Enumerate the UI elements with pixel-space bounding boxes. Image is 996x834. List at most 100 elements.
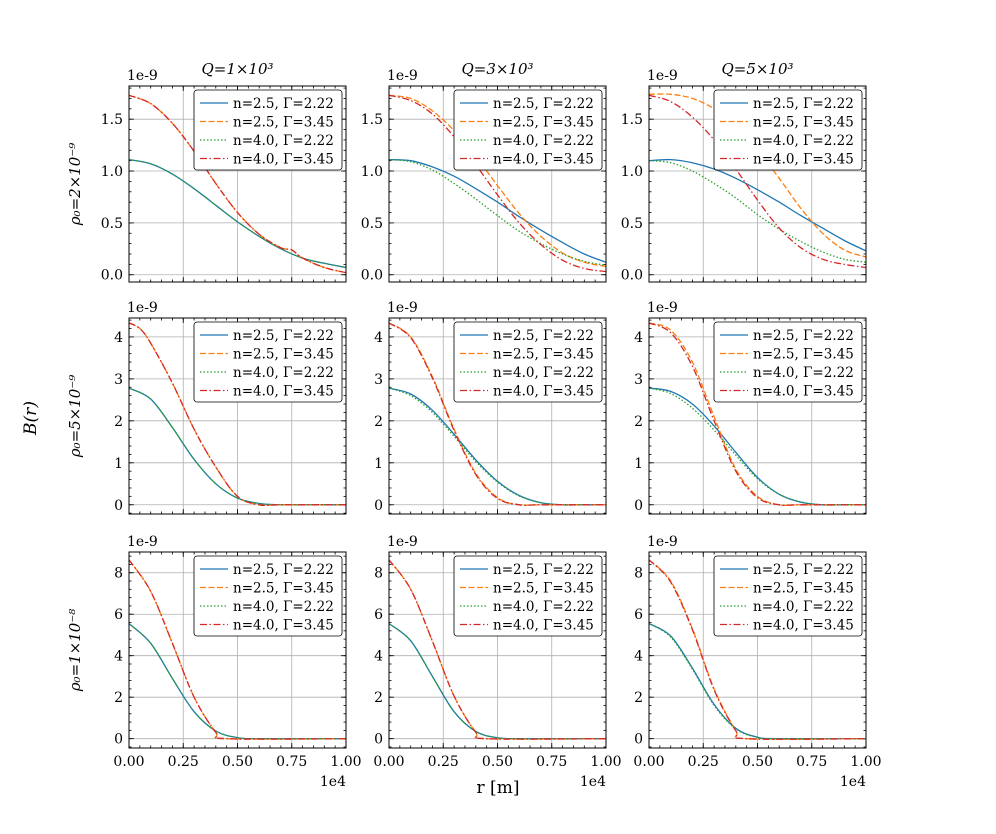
y-tick-label: 1: [374, 456, 383, 472]
panel: 0 1 2 3 41e-9 n=2.5, Γ=2.22 n=2.5, Γ=3.45 n=4.0…: [374, 300, 607, 515]
row-label: ρ₀=5×10⁻⁹: [66, 375, 84, 459]
y-tick-label: 0.0: [621, 268, 643, 284]
legend-label: n=2.5, Γ=2.22: [493, 562, 594, 578]
legend-label: n=4.0, Γ=3.45: [753, 618, 854, 634]
series-line: [389, 94, 606, 273]
legend: n=2.5, Γ=2.22 n=2.5, Γ=3.45 n=4.0, Γ=2.22 n…: [453, 321, 603, 403]
series-line: [129, 94, 346, 274]
y-tick-label: 2: [634, 414, 643, 430]
panel: 0.0 0.5 1.0 1.5 1e-9 n=2.5, Γ=2.22 n=2.5, Γ=3.…: [621, 68, 867, 284]
figure-ylabel: B(r): [21, 401, 41, 436]
legend: n=2.5, Γ=2.22 n=2.5, Γ=3.45 n=4.0, Γ=2.22 n…: [453, 555, 603, 637]
y-tick-label: 1.5: [101, 112, 123, 128]
legend-box: [193, 555, 343, 637]
y-tick-label: 6: [634, 607, 643, 623]
axes-frame: [388, 317, 607, 515]
column-title: Q=3×10³: [461, 60, 533, 78]
legend: n=2.5, Γ=2.22 n=2.5, Γ=3.45 n=4.0, Γ=2.22 n…: [193, 89, 343, 171]
legend-label: n=4.0, Γ=3.45: [753, 152, 854, 168]
y-tick-label: 0.5: [101, 216, 123, 232]
x-tick-label: 0.25: [168, 754, 199, 770]
axes-frame: [648, 317, 867, 515]
y-tick-label: 1.0: [361, 164, 383, 180]
y-offset-label: 1e-9: [387, 534, 418, 550]
series-line: [389, 158, 606, 267]
legend-label: n=4.0, Γ=2.22: [233, 599, 334, 615]
series-line: [649, 94, 866, 269]
y-tick-label: 4: [634, 649, 643, 665]
y-offset-label: 1e-9: [387, 68, 418, 84]
y-tick-label: 8: [634, 566, 643, 582]
panel: 0.00 0.25 0.50 0.75 1.00 1e4 0 2 4 6 81e-9 n=2.5, Γ…: [373, 534, 621, 790]
legend-label: n=2.5, Γ=2.22: [753, 96, 854, 112]
y-offset-label: 1e-9: [647, 300, 678, 316]
curves-group: [129, 94, 346, 274]
legend-label: n=2.5, Γ=3.45: [753, 581, 854, 597]
legend-label: n=4.0, Γ=2.22: [233, 133, 334, 149]
series-line: [129, 387, 346, 506]
axes-frame: [648, 551, 867, 749]
legend-label: n=4.0, Γ=3.45: [233, 384, 334, 400]
y-tick-label: 0: [374, 498, 383, 514]
x-tick-label: 0.00: [633, 754, 664, 770]
legend-label: n=2.5, Γ=3.45: [493, 581, 594, 597]
y-tick-label: 1.5: [621, 112, 643, 128]
y-tick-label: 6: [114, 607, 123, 623]
x-tick-label: 1.00: [590, 754, 621, 770]
panel: 0.00 0.25 0.50 0.75 1.00 1e4 0 2 4 6 81e-9 n=2.5, Γ…: [633, 534, 881, 790]
legend-label: n=4.0, Γ=3.45: [233, 152, 334, 168]
y-tick-label: 4: [114, 330, 123, 346]
curves-group: [389, 94, 606, 273]
x-tick-label: 0.75: [276, 754, 307, 770]
axes-frame: [128, 551, 347, 749]
legend-label: n=2.5, Γ=3.45: [233, 347, 334, 363]
legend-label: n=4.0, Γ=2.22: [233, 365, 334, 381]
series-line: [129, 158, 346, 269]
y-tick-label: 1.0: [621, 164, 643, 180]
y-tick-label: 8: [374, 566, 383, 582]
legend-label: n=4.0, Γ=3.45: [493, 618, 594, 634]
curves-group: [129, 322, 346, 507]
panels-group: Q=1×10³ Q=3×10³ Q=5×10³ ρ₀=2×10⁻⁹ ρ₀=5×10⁻⁹ ρ…: [66, 60, 882, 790]
y-tick-label: 1: [114, 456, 123, 472]
series-line: [389, 322, 606, 506]
legend-label: n=2.5, Γ=2.22: [493, 328, 594, 344]
legend-label: n=4.0, Γ=2.22: [493, 599, 594, 615]
y-tick-label: 2: [634, 690, 643, 706]
panel: 0 1 2 3 41e-9 n=2.5, Γ=2.22 n=2.5, Γ=3.45 n=4.0…: [634, 300, 867, 515]
legend-box: [193, 89, 343, 171]
legend-label: n=4.0, Γ=2.22: [753, 599, 854, 615]
legend-label: n=4.0, Γ=2.22: [493, 365, 594, 381]
legend: n=2.5, Γ=2.22 n=2.5, Γ=3.45 n=4.0, Γ=2.22 n…: [713, 321, 863, 403]
legend-box: [453, 321, 603, 403]
x-tick-label: 0.50: [742, 754, 773, 770]
axes-frame: [388, 85, 607, 283]
legend-label: n=2.5, Γ=2.22: [233, 96, 334, 112]
panel: 0.0 0.5 1.0 1.5 1e-9 n=2.5, Γ=2.22 n=2.5, Γ=3.…: [101, 68, 347, 284]
x-offset-label: 1e4: [840, 774, 866, 790]
y-tick-label: 3: [114, 372, 123, 388]
axes-frame: [388, 551, 607, 749]
series-line: [389, 559, 606, 740]
series-line: [129, 322, 346, 507]
y-tick-label: 1.5: [361, 112, 383, 128]
legend: n=2.5, Γ=2.22 n=2.5, Γ=3.45 n=4.0, Γ=2.22 n…: [193, 321, 343, 403]
curves-group: [389, 559, 606, 740]
x-tick-label: 0.00: [373, 754, 404, 770]
y-tick-label: 6: [374, 607, 383, 623]
legend-label: n=4.0, Γ=3.45: [753, 384, 854, 400]
legend-label: n=4.0, Γ=3.45: [493, 152, 594, 168]
series-line: [129, 623, 346, 740]
row-label: ρ₀=1×10⁻⁸: [66, 609, 84, 693]
y-tick-label: 0: [634, 732, 643, 748]
y-tick-label: 0.0: [361, 268, 383, 284]
curves-group: [129, 559, 346, 740]
axes-frame: [128, 317, 347, 515]
series-line: [389, 387, 606, 506]
panel: 0 1 2 3 41e-9 n=2.5, Γ=2.22 n=2.5, Γ=3.45 n=4.0…: [114, 300, 347, 515]
x-tick-label: 0.25: [428, 754, 459, 770]
legend-box: [453, 555, 603, 637]
x-tick-label: 0.75: [536, 754, 567, 770]
panel: 0.00 0.25 0.50 0.75 1.00 1e4 0 2 4 6 81e-9 n=2.5, Γ…: [113, 534, 361, 790]
legend-label: n=2.5, Γ=2.22: [753, 328, 854, 344]
